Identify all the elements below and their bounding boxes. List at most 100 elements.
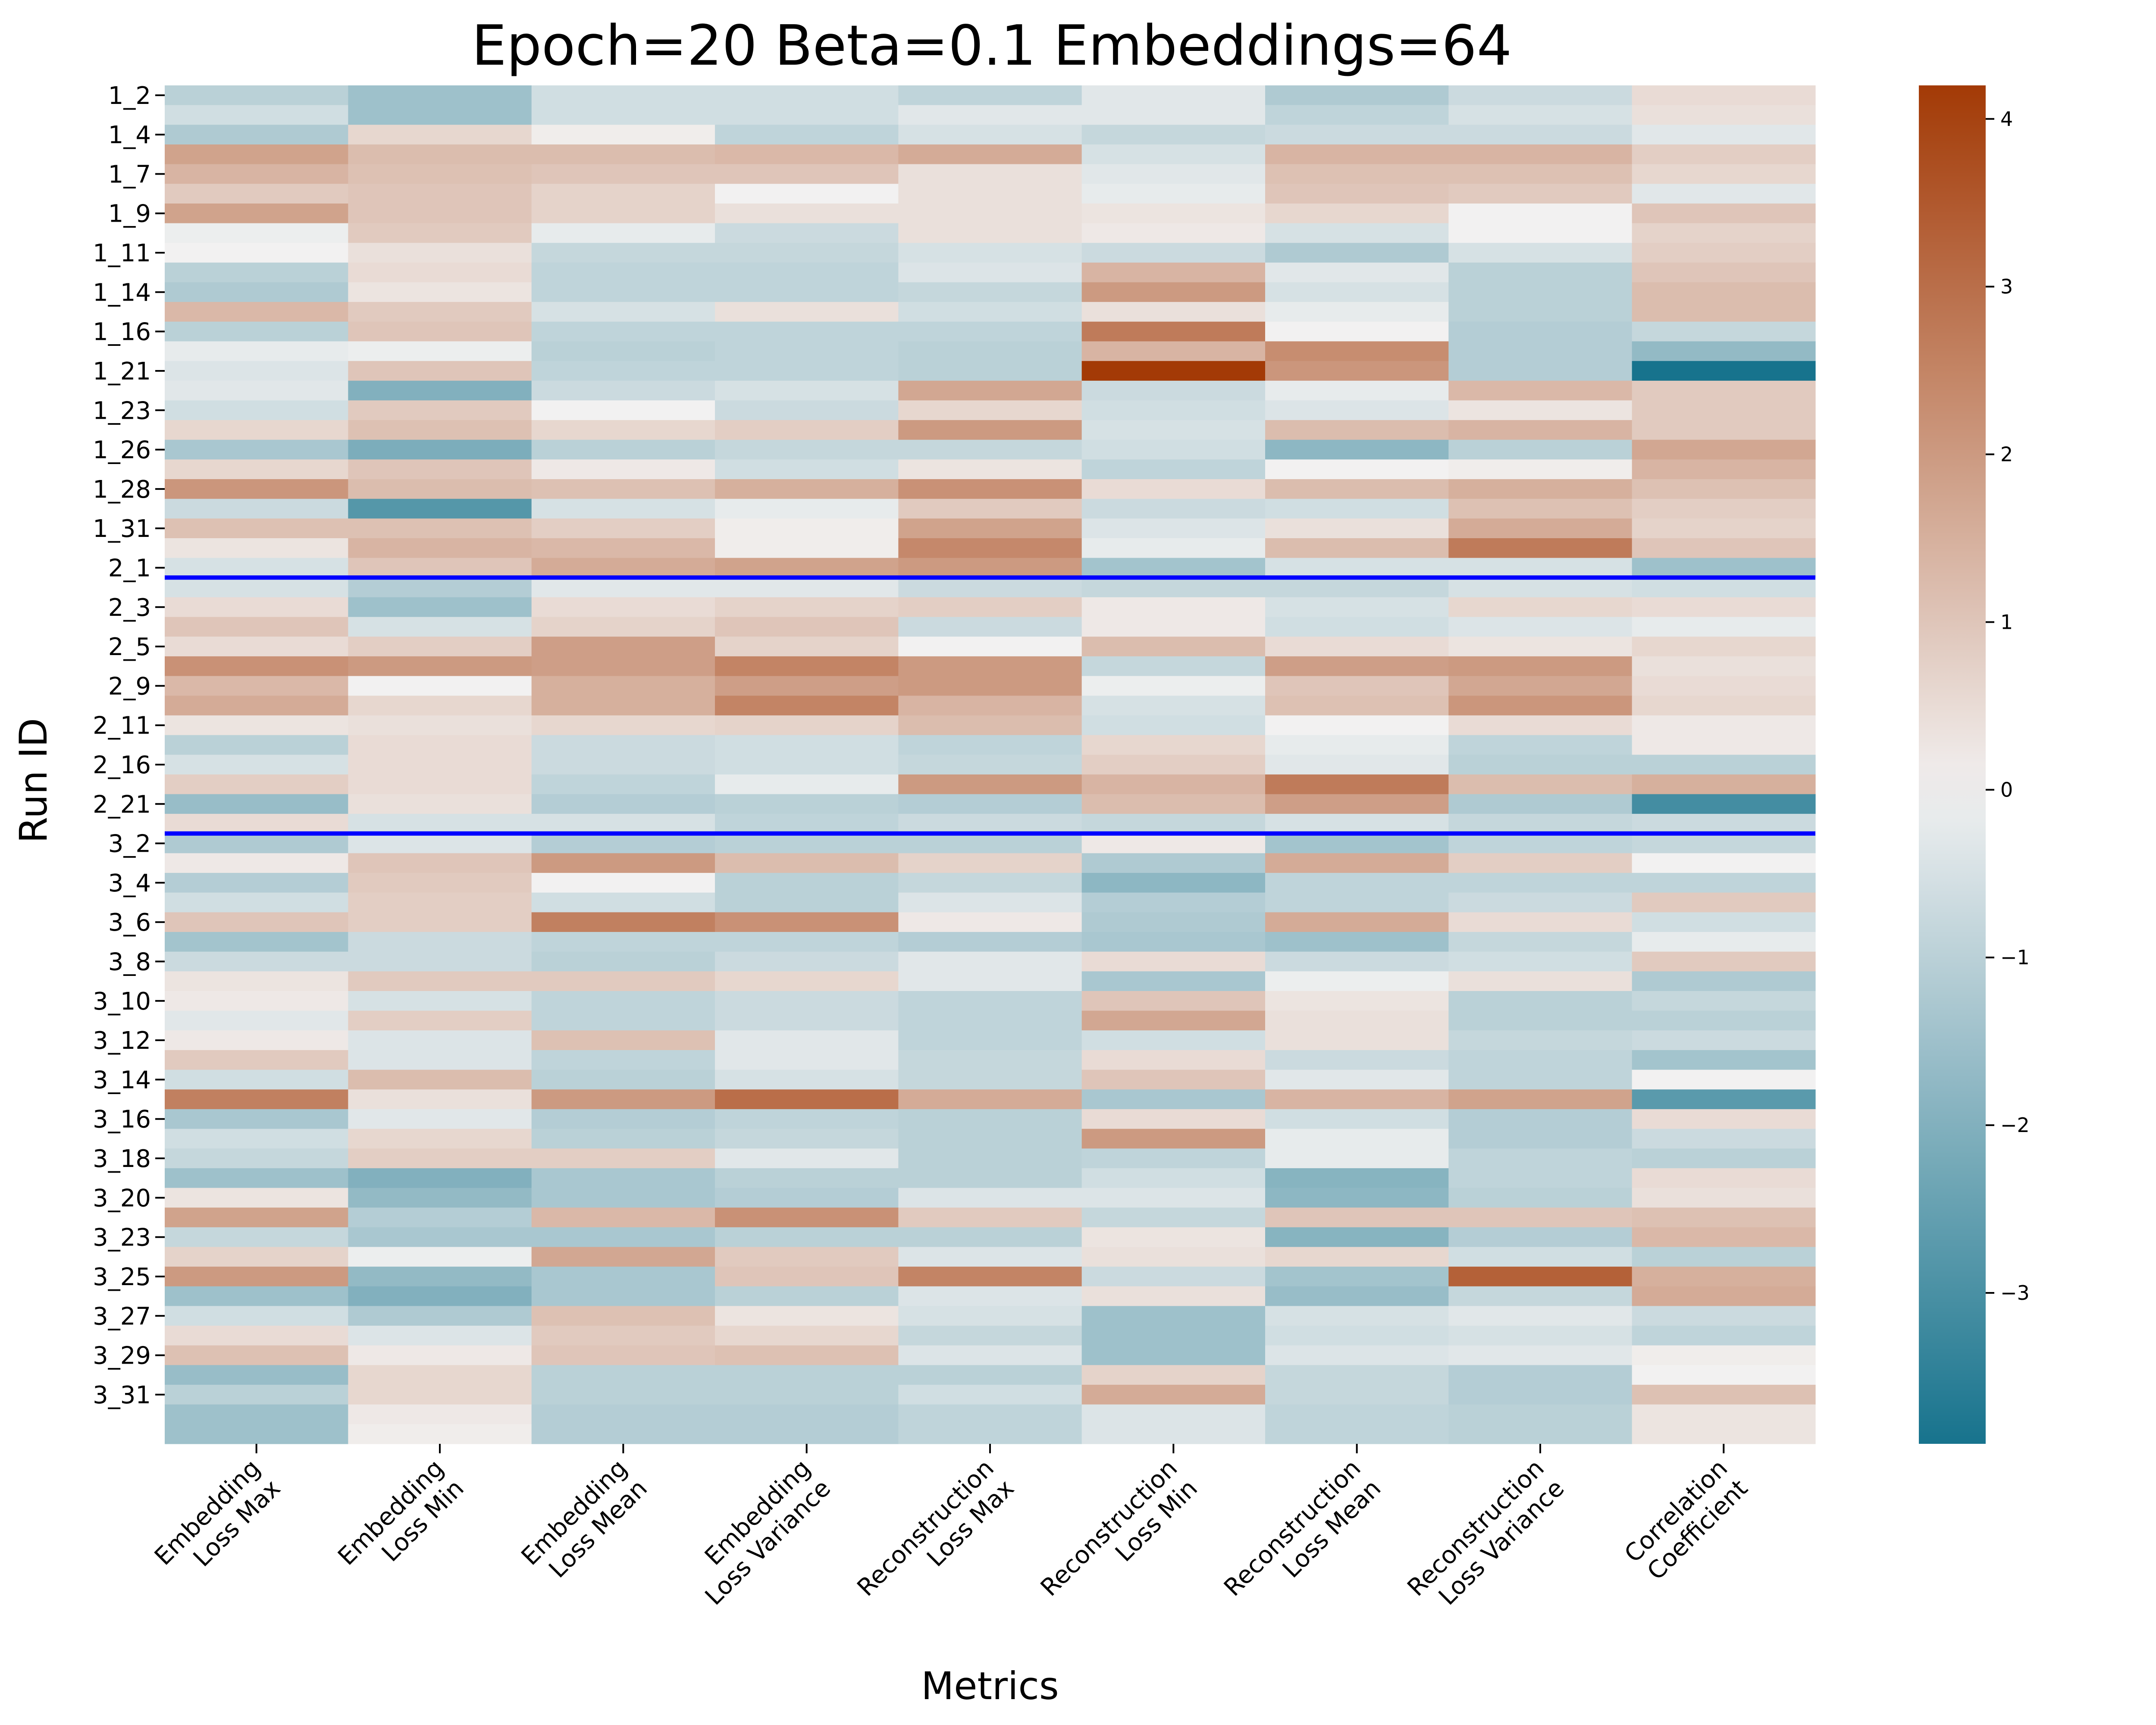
heatmap-cell [898,971,1082,991]
heatmap-cell [1448,794,1633,814]
heatmap-cell [165,971,348,991]
heatmap-cell [1632,1070,1816,1090]
heatmap-cell [1632,144,1816,165]
heatmap-cell [531,302,715,322]
heatmap-cell [165,892,348,913]
y-tick-label: 3_10 [93,988,151,1016]
heatmap-cell [1448,1148,1633,1169]
heatmap-cell [531,518,715,539]
heatmap-cell [715,853,899,873]
y-tick-label: 3_18 [93,1145,151,1173]
heatmap-cell [1448,105,1633,125]
heatmap-cell [348,85,532,106]
heatmap-cell [715,282,899,302]
heatmap-cell [1265,144,1449,165]
heatmap-cell [715,380,899,401]
heatmap-cell [1632,1129,1816,1149]
y-tick-label: 1_14 [93,279,151,307]
heatmap-cell [715,912,899,932]
y-axis-label: Run ID [11,718,56,843]
heatmap-cell [898,203,1082,224]
heatmap-cell [531,1345,715,1365]
heatmap-cell [1265,1070,1449,1090]
heatmap-cell [1632,637,1816,657]
heatmap-cell [348,459,532,480]
heatmap-cell [531,1010,715,1031]
heatmap-cell [531,321,715,342]
heatmap-cell [165,400,348,420]
heatmap-cell [898,755,1082,775]
heatmap-cell [1081,1188,1266,1208]
heatmap-cell [1632,125,1816,145]
heatmap-cell [348,814,532,834]
heatmap-cell [348,184,532,204]
heatmap-cell [715,243,899,263]
heatmap-cell [1448,1365,1633,1385]
y-tick-label: 2_1 [108,554,151,582]
heatmap-cell [1081,951,1266,972]
heatmap-cell [1448,1385,1633,1405]
colorbar-tick-label: 2 [2000,443,2013,466]
heatmap-cell [898,1089,1082,1110]
heatmap-cell [348,1267,532,1287]
heatmap-cell [1081,262,1266,283]
heatmap-cell [348,1129,532,1149]
heatmap-cell [1448,1424,1633,1444]
heatmap-cell [1448,715,1633,736]
heatmap-cell [348,1030,532,1051]
heatmap-cell [1265,991,1449,1011]
heatmap-cell [1265,1267,1449,1287]
heatmap-cell [165,1129,348,1149]
heatmap-cell [348,1404,532,1424]
heatmap-cell [348,794,532,814]
heatmap-cell [531,1089,715,1110]
heatmap-cell [531,735,715,755]
heatmap-cell [898,833,1082,854]
heatmap-cell [165,1148,348,1169]
heatmap-cell [1265,794,1449,814]
x-tick-label: EmbeddingLoss Mean [516,1454,653,1591]
heatmap-cell [1448,1168,1633,1189]
heatmap-cell [1632,1267,1816,1287]
heatmap-cell [348,892,532,913]
heatmap-cell [1632,1030,1816,1051]
heatmap-cell [531,420,715,440]
heatmap-cell [715,794,899,814]
heatmap-cell [715,1424,899,1444]
heatmap-cell [348,833,532,854]
heatmap-cell [898,341,1082,361]
heatmap-cell [1632,341,1816,361]
heatmap-cell [1265,577,1449,598]
colorbar-tick-label: −3 [2000,1281,2030,1305]
heatmap-cell [1265,1030,1449,1051]
heatmap-cell [898,400,1082,420]
heatmap-cell [1632,853,1816,873]
heatmap-cell [715,1345,899,1365]
heatmap-cell [348,144,532,165]
heatmap-cell [715,321,899,342]
heatmap-cell [1265,125,1449,145]
heatmap-cell [898,1345,1082,1365]
heatmap-cell [1448,400,1633,420]
heatmap-cell [1448,1345,1633,1365]
heatmap-cell [1632,400,1816,420]
heatmap-cell [898,656,1082,677]
heatmap-cell [715,164,899,184]
heatmap-cell [1448,1208,1633,1228]
heatmap-cell [531,1267,715,1287]
heatmap-cell [165,1010,348,1031]
heatmap-cell [715,302,899,322]
heatmap-cell [1081,932,1266,952]
colorbar-tick-label: 4 [2000,107,2013,131]
heatmap-cell [1081,715,1266,736]
heatmap-cell [348,538,532,558]
heatmap-cell [1265,243,1449,263]
heatmap-cell [1081,341,1266,361]
heatmap-cell [1448,1030,1633,1051]
heatmap-cell [1265,1247,1449,1267]
heatmap-cell [1081,1424,1266,1444]
colorbar-tick-label: −2 [2000,1113,2030,1137]
heatmap-cell [1448,1070,1633,1090]
heatmap-cell [1632,951,1816,972]
heatmap-cell [348,1208,532,1228]
